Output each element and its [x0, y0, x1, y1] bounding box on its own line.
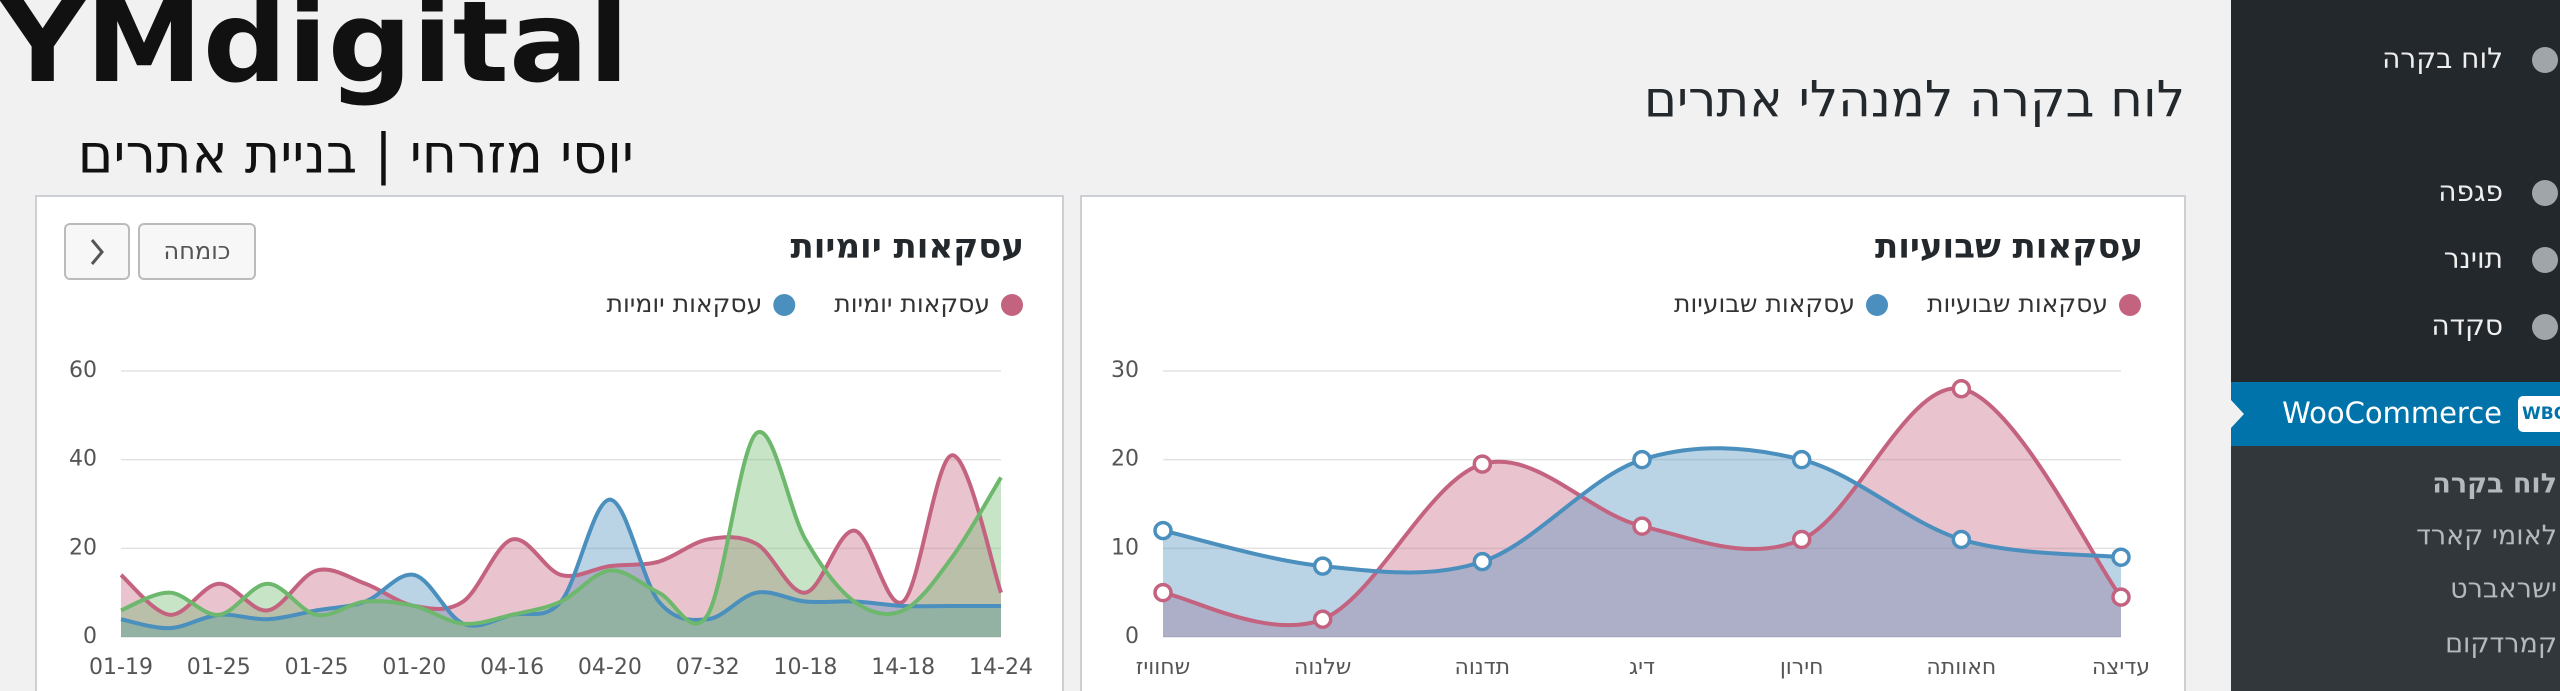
panel — [1080, 195, 2186, 691]
page-title: לוח בקרה למנהלי אתרים — [1644, 71, 2185, 129]
menu-item[interactable]: לוח בקרה — [2382, 42, 2503, 75]
point — [1153, 582, 1173, 603]
legend-swatch — [1866, 294, 1889, 316]
point — [1951, 529, 1972, 550]
next-button[interactable] — [64, 223, 130, 280]
y-tick-label: 0 — [83, 624, 97, 649]
point — [1472, 454, 1493, 474]
x-tick-label: 10-18 — [773, 655, 837, 680]
menu-item[interactable]: סקדה — [2431, 309, 2503, 342]
y-tick-label: 0 — [1125, 624, 1139, 649]
active-menu[interactable] — [2231, 382, 2560, 446]
button-label[interactable]: כומחה — [164, 237, 231, 265]
x-tick-label: 01-25 — [285, 655, 349, 680]
menu-icon — [2532, 47, 2558, 73]
point — [1632, 516, 1652, 536]
logo: YMdigital — [0, 0, 629, 108]
area — [121, 455, 1001, 637]
x-tick-label: עדיצה — [2092, 655, 2150, 680]
area — [121, 431, 1001, 637]
x-tick-label: 01-25 — [187, 655, 251, 680]
area — [121, 499, 1001, 637]
point — [1472, 551, 1493, 572]
submenu-item[interactable]: לוח בקרה — [2432, 469, 2557, 500]
chart-title: עסקאות יומיות — [791, 227, 1024, 267]
x-tick-label: 14-24 — [969, 655, 1033, 680]
x-tick-label: 01-20 — [382, 655, 446, 680]
badge — [2518, 396, 2560, 432]
submenu-item[interactable]: ישראברט — [2450, 574, 2557, 605]
line — [119, 453, 1003, 617]
legend-label: עסקאות שבועיות — [1674, 289, 1855, 318]
area — [1163, 448, 2121, 637]
x-tick-label: 07-32 — [676, 655, 740, 680]
submenu-bg — [2231, 446, 2560, 691]
y-tick-label: 20 — [1111, 447, 1139, 472]
menu-item[interactable]: פגפה — [2438, 175, 2503, 208]
x-tick-label: חירון — [1780, 655, 1824, 680]
menu-icon — [2532, 180, 2558, 206]
menu-item[interactable]: תוינר — [2444, 242, 2503, 275]
submenu-item[interactable]: קמרדקום — [2445, 629, 2557, 660]
point — [1632, 449, 1652, 470]
point — [2111, 587, 2131, 607]
point — [1791, 449, 1812, 470]
y-tick-label: 60 — [69, 358, 97, 383]
x-tick-label: שחוויז — [1136, 655, 1190, 680]
button-frame[interactable] — [64, 223, 130, 280]
button-frame[interactable] — [138, 223, 256, 280]
area — [1163, 388, 2121, 637]
badge-text: WBO — [2522, 404, 2560, 424]
point — [1312, 556, 1333, 576]
x-tick-label: 04-20 — [578, 655, 642, 680]
point — [1312, 609, 1333, 630]
point — [1153, 520, 1173, 541]
chart-title: עסקאות שבועיות — [1875, 227, 2143, 267]
chevron-icon[interactable] — [90, 239, 104, 265]
point — [1951, 378, 1972, 399]
legend-swatch — [773, 294, 796, 316]
legend-swatch — [2119, 294, 2141, 316]
x-tick-label: חאוותה — [1926, 655, 1996, 680]
y-tick-label: 20 — [69, 535, 97, 560]
submenu-item[interactable]: לאומי קארד — [2416, 521, 2557, 552]
x-tick-label: דיג — [1629, 655, 1655, 680]
legend-label: עסקאות שבועיות — [1927, 289, 2108, 318]
y-tick-label: 40 — [69, 447, 97, 472]
compare-button[interactable]: כומחה — [138, 223, 256, 280]
menu-item[interactable]: WooCommerce — [2282, 396, 2502, 430]
x-tick-label: 04-16 — [480, 655, 544, 680]
tagline: יוסי מזרחי | בניית אתרים — [78, 123, 634, 186]
x-tick-label: שלנוה — [1294, 655, 1351, 680]
legend-label: עסקאות יומיות — [607, 289, 763, 318]
point — [1791, 529, 1812, 550]
y-tick-label: 10 — [1111, 535, 1139, 560]
menu-icon — [2532, 314, 2558, 340]
line — [120, 429, 1003, 626]
x-tick-label: 01-19 — [89, 655, 153, 680]
menu-icon — [2532, 247, 2558, 273]
legend-label: עסקאות יומיות — [834, 289, 990, 318]
x-tick-label: תדנוה — [1455, 655, 1511, 680]
active-notch — [2231, 400, 2244, 428]
x-tick-label: 14-18 — [871, 655, 935, 680]
point — [2111, 547, 2131, 567]
y-tick-label: 30 — [1111, 358, 1139, 383]
legend-swatch — [1001, 294, 1023, 316]
